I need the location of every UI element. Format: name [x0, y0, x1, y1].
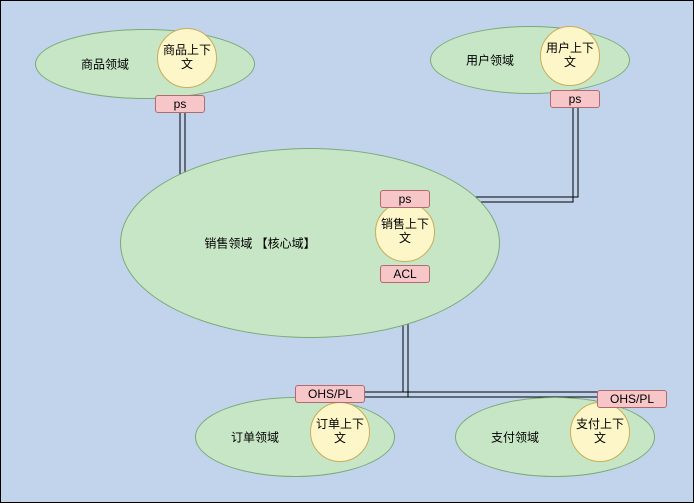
tag-ps-user: ps: [550, 90, 600, 108]
context-order-label: 订单上下文: [313, 418, 367, 446]
tag-ps-user-label: ps: [569, 92, 582, 106]
tag-ohspl-order-label: OHS/PL: [308, 387, 352, 401]
context-product-label: 商品上下文: [160, 44, 214, 72]
tag-ps-sales-label: ps: [399, 192, 412, 206]
context-sales: 销售上下文: [375, 202, 435, 262]
context-sales-label: 销售上下文: [378, 218, 432, 246]
domain-order-label: 订单领域: [231, 429, 279, 446]
context-product: 商品上下文: [157, 28, 217, 88]
tag-ohspl-payment: OHS/PL: [597, 390, 667, 408]
tag-acl-label: ACL: [393, 267, 416, 281]
tag-ps-product: ps: [155, 95, 205, 113]
domain-product: [35, 29, 255, 99]
context-user: 用户上下文: [540, 26, 600, 86]
tag-ps-product-label: ps: [174, 97, 187, 111]
context-order: 订单上下文: [310, 402, 370, 462]
context-payment-label: 支付上下文: [573, 418, 627, 446]
tag-ps-sales: ps: [380, 190, 430, 208]
domain-user-label: 用户领域: [466, 52, 514, 69]
domain-sales-label: 销售领域 【核心域】: [204, 235, 315, 252]
context-user-label: 用户上下文: [543, 42, 597, 70]
tag-acl: ACL: [380, 265, 430, 283]
domain-payment-label: 支付领域: [491, 429, 539, 446]
domain-product-label: 商品领域: [81, 56, 129, 73]
tag-ohspl-order: OHS/PL: [295, 385, 365, 403]
domain-user: [430, 26, 630, 94]
tag-ohspl-payment-label: OHS/PL: [610, 392, 654, 406]
context-payment: 支付上下文: [570, 402, 630, 462]
